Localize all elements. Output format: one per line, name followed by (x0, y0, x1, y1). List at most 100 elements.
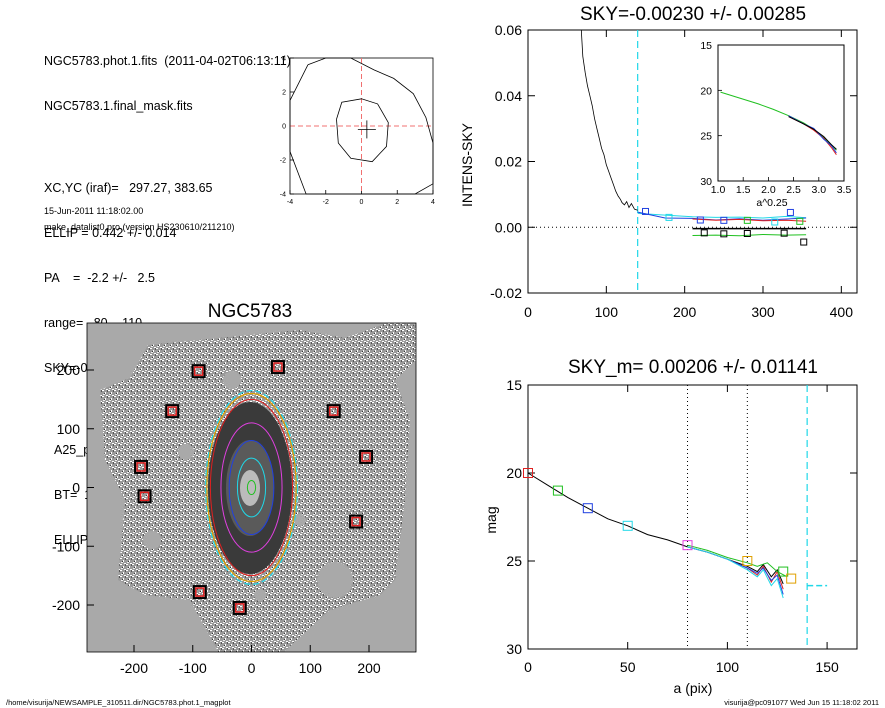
inset-xtick-label: 3.0 (811, 184, 826, 196)
galaxy-image: NGC5783 -200 -100 0 100 200 -200 -100 0 100 200 (52, 301, 417, 676)
mask-box-inner (361, 452, 371, 462)
mag-plot: SKY_m= 0.00206 +/- 0.01141 mag a (pix) 0… (483, 357, 858, 696)
isophote-ellipse-green (246, 479, 257, 496)
image-ytick-label: 0 (72, 480, 80, 496)
mag-xtick-label: 100 (716, 659, 740, 675)
sky-ylabel: INTENS-SKY (459, 122, 475, 207)
image-xtick-label: 0 (248, 660, 256, 676)
sky-ytick-label: 0.06 (495, 22, 522, 38)
mag-marker (682, 540, 693, 551)
image-ytick-label: -200 (52, 597, 80, 613)
date-stamp: 15-Jun-2011 11:18:02.00 (44, 206, 144, 216)
mag-ytick-label: 20 (506, 465, 522, 481)
mask-box-inner (329, 406, 339, 416)
mask-box-inner (235, 603, 245, 613)
contour-xtick-label: 0 (360, 199, 364, 206)
inset-xtick-label: 1.5 (736, 184, 751, 196)
masked-region (317, 562, 353, 598)
mag-marker (742, 556, 753, 566)
sky-series-green (692, 233, 807, 237)
mag-ytick-label: 30 (506, 641, 522, 657)
sky-xtick-label: 400 (830, 304, 854, 320)
mask-box (137, 489, 152, 504)
inset-xtick-label: 2.0 (761, 184, 776, 196)
image-xtick-label: 100 (299, 660, 323, 676)
sky-marker (796, 217, 804, 225)
isophote-ellipse-red (209, 398, 294, 577)
info-line: NGC5783.1.final_mask.fits (44, 99, 193, 113)
mask-box-inner (193, 366, 204, 376)
inset-ytick-label: 30 (700, 176, 712, 188)
contour-xtick-label: -2 (323, 199, 329, 206)
sky-marker (786, 208, 794, 216)
mask-box-inner (273, 362, 283, 372)
sky-ytick-label: 0.02 (495, 154, 522, 170)
mask-box-inner (136, 462, 146, 472)
mask-box (326, 404, 341, 419)
mag-marker (523, 468, 533, 478)
isophote-ellipse-cyan (236, 457, 267, 518)
inset-xtick-label: 3.5 (837, 184, 852, 196)
isophote-ellipse-orange (206, 392, 297, 583)
sky-marker (720, 216, 728, 224)
masked-region (254, 589, 266, 601)
mask-box-inner (351, 516, 361, 527)
sky-ytick-label: 0.00 (495, 219, 522, 235)
sky-marker (780, 229, 788, 237)
contour-ytick-label: -4 (280, 192, 286, 199)
inset-xtick-label: 1.0 (711, 184, 726, 196)
mag-series-blue (687, 546, 784, 595)
image-xtick-label: -200 (120, 660, 148, 676)
inset-ytick-label: 15 (700, 40, 712, 52)
mag-series-green (687, 544, 788, 578)
info-line: ELLIP = 0.442 +/- 0.014 (44, 226, 177, 240)
mask-box (270, 360, 285, 375)
info-line: NGC5783.phot.1.fits (2011-04-02T06:13:11… (44, 54, 291, 68)
footer-user-date: visurija@pc091077 Wed Jun 15 11:18:02 20… (724, 698, 879, 707)
mag-marker (552, 485, 563, 496)
sky-marker (700, 229, 708, 237)
sky-marker (743, 229, 751, 237)
mag-marker (786, 573, 797, 584)
contour-xtick-label: 4 (431, 199, 435, 206)
sky-series-red (692, 218, 807, 222)
inset-xtick-label: 2.5 (786, 184, 801, 196)
mask-box (192, 585, 207, 600)
mask-box (191, 364, 206, 379)
mag-marker (582, 503, 593, 514)
contour-outer (289, 57, 434, 195)
masked-region (223, 371, 241, 389)
mag-ytick-label: 25 (506, 553, 522, 569)
mask-box (349, 514, 364, 529)
inset-xlabel: a^0.25 (756, 197, 787, 209)
sky-xtick-label: 0 (524, 304, 532, 320)
mask-box (359, 449, 374, 464)
mask-box (232, 600, 247, 615)
mask-box-inner (195, 587, 205, 597)
mag-xtick-label: 50 (620, 659, 636, 675)
sky-marker (696, 216, 704, 224)
galaxy-core (240, 470, 260, 506)
image-xtick-label: -100 (179, 660, 207, 676)
sky-marker (720, 230, 728, 238)
contour-ytick-label: 4 (282, 56, 286, 63)
mag-series-cyan (687, 546, 784, 599)
info-line: XC,YC (iraf)= 297.27, 383.65 (44, 181, 213, 195)
inset-series-black (788, 116, 837, 150)
mag-series-red (687, 546, 784, 590)
mask-box (165, 404, 180, 419)
contour-xtick-label: -4 (287, 199, 293, 206)
sky-profile-line (580, 29, 638, 211)
mag-ylabel: mag (483, 506, 499, 533)
isophote-ellipse-cyan (205, 389, 298, 586)
footer-path: /home/visurija/NEWSAMPLE_310511.dir/NGC5… (6, 698, 231, 707)
masked-region (294, 514, 306, 526)
mag-xlabel: a (pix) (674, 680, 713, 696)
mask-box (134, 459, 149, 474)
mag-xtick-label: 150 (815, 659, 839, 675)
image-ytick-label: 200 (57, 362, 81, 378)
sky-ytick-label: 0.04 (495, 88, 522, 104)
sky-xtick-label: 100 (595, 304, 619, 320)
contour-xtick-label: 2 (395, 199, 399, 206)
sky-marker (743, 216, 751, 224)
